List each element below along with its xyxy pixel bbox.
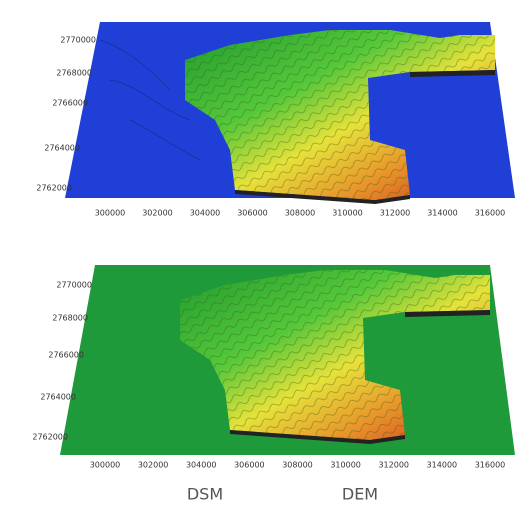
x-tick-label: 308000 xyxy=(282,461,313,470)
x-tick-label: 312000 xyxy=(378,461,409,470)
caption: DSM xyxy=(187,485,223,504)
y-tick-label: 2770000 xyxy=(60,36,96,45)
y-tick-label: 2766000 xyxy=(52,99,88,108)
y-tick-label: 2764000 xyxy=(40,393,76,402)
x-tick-label: 316000 xyxy=(475,209,506,218)
y-tick-label: 2768000 xyxy=(52,314,88,323)
y-tick-label: 2762000 xyxy=(32,433,68,442)
x-tick-label: 306000 xyxy=(237,209,268,218)
x-tick-label: 302000 xyxy=(142,209,173,218)
x-tick-label: 304000 xyxy=(190,209,221,218)
y-tick-label: 2764000 xyxy=(44,144,80,153)
x-tick-label: 312000 xyxy=(380,209,411,218)
y-tick-label: 2762000 xyxy=(36,184,72,193)
x-tick-label: 308000 xyxy=(285,209,316,218)
labels: 2770000 2768000 2766000 2764000 2762000 30000… xyxy=(32,36,505,504)
x-tick-label: 316000 xyxy=(475,461,506,470)
y-tick-label: 2770000 xyxy=(56,281,92,290)
caption: DEM xyxy=(342,485,378,504)
x-tick-label: 310000 xyxy=(330,461,361,470)
y-tick-label: 2768000 xyxy=(56,69,92,78)
dem-panel xyxy=(60,265,515,455)
x-tick-label: 310000 xyxy=(332,209,363,218)
x-tick-label: 314000 xyxy=(427,209,458,218)
x-tick-label: 304000 xyxy=(186,461,217,470)
dsm-panel xyxy=(65,22,515,204)
x-tick-label: 300000 xyxy=(95,209,126,218)
x-tick-label: 314000 xyxy=(427,461,458,470)
x-tick-label: 300000 xyxy=(90,461,121,470)
x-tick-label: 302000 xyxy=(138,461,169,470)
y-tick-label: 2766000 xyxy=(48,351,84,360)
x-tick-label: 306000 xyxy=(234,461,265,470)
